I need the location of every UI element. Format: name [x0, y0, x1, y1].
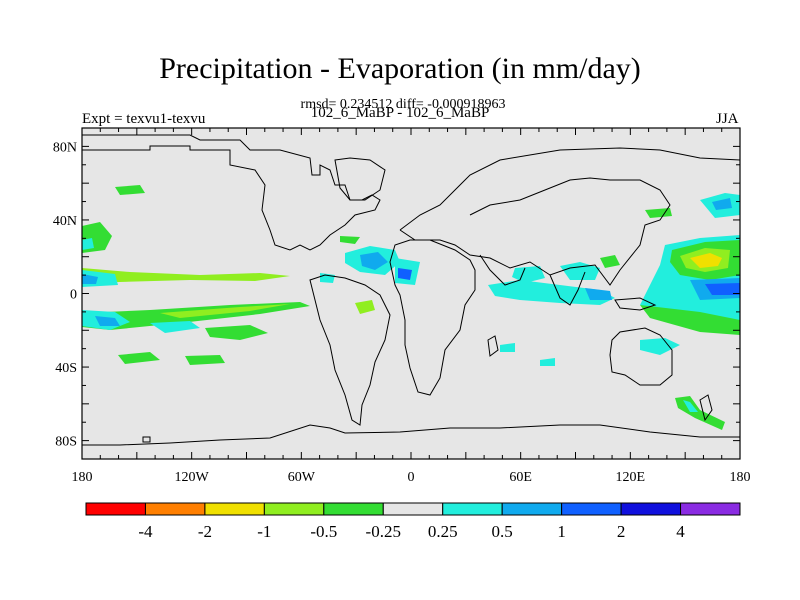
coastline-small-island: [142, 436, 151, 443]
colorbar-swatch: [561, 502, 622, 516]
field-patch-south-pacific-cyan: [150, 321, 200, 333]
field-patch-ne-pacific-cyan: [82, 238, 94, 250]
colorbar-swatch: [263, 502, 325, 516]
field-patch-small-cyan-2: [540, 358, 555, 366]
colorbar-label: 1: [557, 522, 566, 541]
colorbar-label: -4: [138, 522, 153, 541]
field-patch-atlantic-itcz-core: [360, 252, 388, 270]
coastline-north-america: [82, 134, 381, 251]
field-contours: [82, 185, 740, 430]
coastline-madagascar: [487, 335, 499, 357]
axis-ticks: [81, 127, 741, 460]
field-patch-north-pacific: [115, 185, 145, 195]
axis-tick-labels: 180 120W 60W 0 60E 120E 180 80N 40N 0 40S 80S: [53, 140, 751, 485]
coastline-new-zealand: [699, 394, 713, 422]
experiment-label: Expt = texvu1-texvu: [82, 111, 206, 127]
colorbar-swatch: [323, 502, 384, 516]
field-patch-indian-ocean-core: [585, 288, 612, 300]
x-tick-label: 180: [72, 470, 93, 485]
colorbar-swatch: [204, 502, 265, 516]
field-patch-east-asia-green: [600, 255, 620, 268]
coastline-south-america: [309, 274, 391, 426]
y-tick-label: 40S: [55, 361, 77, 376]
coastline-maritime: [614, 297, 657, 311]
colorbar-swatch: [620, 502, 682, 516]
field-patch-sahel: [340, 236, 360, 244]
colorbar-label: 2: [617, 522, 626, 541]
coastline-africa: [389, 239, 476, 396]
field-patch-north-pacific-east-core: [712, 198, 732, 210]
coastline-greenland: [334, 157, 386, 201]
field-patch-indian-ocean: [488, 280, 615, 305]
colorbar-swatch: [144, 502, 206, 516]
colorbar-swatch: [680, 502, 741, 516]
field-patch-itcz-north: [82, 268, 290, 283]
x-tick-label: 120E: [616, 470, 646, 485]
subtitle: 102_6_MaBP - 102_6_MaBP: [310, 105, 490, 121]
colorbar-swatch: [442, 502, 503, 516]
field-patch-south-pacific-small-2: [185, 355, 225, 365]
season-label: JJA: [716, 111, 739, 127]
colorbar-label: -2: [198, 522, 212, 541]
field-patch-spcz-core: [160, 304, 290, 318]
colorbar-label: 4: [676, 522, 685, 541]
field-patch-japan: [645, 208, 672, 218]
y-tick-label: 80S: [55, 435, 77, 450]
field-patch-warm-pool-core: [705, 283, 740, 295]
coastline-antarctica: [82, 424, 740, 446]
field-patch-south-pacific-green: [205, 325, 268, 340]
coastline-arabia: [479, 254, 526, 286]
coastlines: [82, 134, 741, 446]
field-patch-small-cyan-1: [500, 343, 515, 352]
field-patch-west-africa-core: [398, 268, 412, 280]
coastline-india: [549, 271, 586, 306]
colorbar-label: -1: [257, 522, 271, 541]
x-tick-label: 60W: [288, 470, 316, 485]
colorbar-swatch: [501, 502, 563, 516]
field-patch-southern-ocean-east-cyan: [683, 400, 698, 412]
figure-title: Precipitation - Evaporation (in mm/day): [159, 52, 641, 85]
x-tick-label: 180: [730, 470, 751, 485]
colorbar-swatch: [85, 502, 146, 516]
x-tick-label: 0: [408, 470, 415, 485]
x-tick-label: 60E: [509, 470, 532, 485]
map-background: [82, 128, 740, 459]
y-tick-label: 80N: [53, 140, 77, 155]
field-patch-east-asia: [560, 262, 600, 280]
field-patch-south-atlantic: [355, 300, 375, 314]
coastline-australia: [609, 327, 673, 386]
y-tick-label: 40N: [53, 214, 77, 229]
colorbar-label: -0.5: [310, 522, 337, 541]
field-patch-tasman: [640, 338, 680, 355]
field-patch-south-pacific-small: [118, 352, 160, 364]
field-patch-south-pacific-east: [640, 305, 740, 335]
y-tick-label: 0: [70, 288, 77, 303]
colorbar: -4 -2 -1 -0.5 -0.25 0.25 0.5 1 2 4: [85, 502, 741, 541]
colorbar-label: 0.5: [492, 522, 513, 541]
field-patch-east-pacific-core: [82, 274, 98, 284]
coastline-eurasia: [399, 147, 741, 286]
colorbar-label: -0.25: [366, 522, 401, 541]
colorbar-swatch: [382, 502, 444, 516]
stats-line: rmsd= 0.234512 diff= -0.000918963: [300, 97, 506, 112]
colorbar-label: 0.25: [428, 522, 458, 541]
field-patch-spcz-west-core: [95, 316, 120, 326]
x-tick-label: 120W: [175, 470, 210, 485]
field-patch-warm-pool-yellow: [690, 253, 722, 268]
